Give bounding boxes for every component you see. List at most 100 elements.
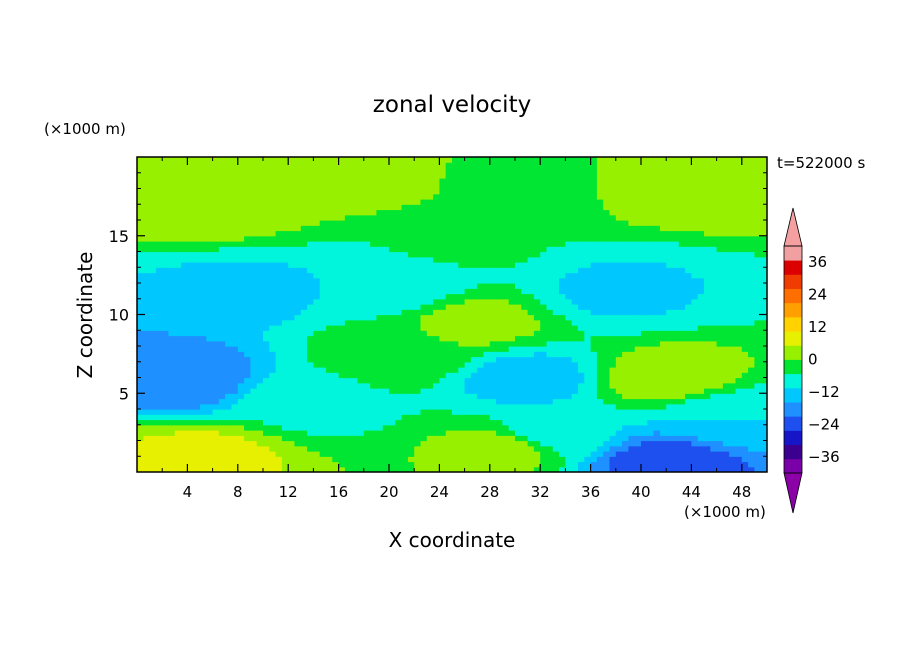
heatmap-cell: [628, 346, 636, 352]
heatmap-cell: [218, 435, 226, 442]
heatmap-cell: [237, 403, 245, 410]
heatmap-cell: [691, 361, 699, 368]
heatmap-cell: [162, 272, 170, 279]
heatmap-cell: [294, 361, 302, 368]
heatmap-cell: [218, 209, 226, 216]
heatmap-cell: [590, 403, 598, 410]
heatmap-cell: [489, 309, 497, 316]
heatmap-cell: [370, 361, 377, 368]
heatmap-cell: [256, 209, 264, 216]
heatmap-cell: [659, 435, 667, 442]
heatmap-cell: [307, 251, 314, 258]
heatmap-cell: [200, 445, 207, 452]
heatmap-cell: [697, 256, 705, 263]
heatmap-cell: [559, 361, 566, 368]
heatmap-cell: [237, 235, 245, 242]
heatmap-cell: [288, 246, 296, 253]
heatmap-cell: [590, 440, 598, 447]
heatmap-cell: [395, 288, 403, 295]
heatmap-cell: [571, 430, 579, 436]
heatmap-cell: [149, 267, 157, 274]
heatmap-cell: [483, 209, 491, 216]
heatmap-cell: [370, 435, 377, 442]
heatmap-cell: [414, 456, 422, 463]
heatmap-cell: [433, 288, 440, 295]
heatmap-cell: [401, 241, 409, 247]
heatmap-cell: [666, 304, 674, 310]
heatmap-cell: [634, 262, 642, 268]
heatmap-cell: [710, 398, 718, 405]
heatmap-cell: [527, 351, 535, 358]
heatmap-cell: [363, 288, 371, 295]
heatmap-cell: [263, 283, 270, 289]
heatmap-cell: [622, 409, 629, 415]
heatmap-cell: [710, 230, 718, 237]
heatmap-cell: [590, 209, 598, 216]
heatmap-cell: [735, 251, 743, 258]
heatmap-cell: [218, 445, 226, 452]
heatmap-cell: [483, 367, 491, 373]
heatmap-cell: [206, 456, 214, 463]
heatmap-cell: [691, 293, 699, 300]
heatmap-cell: [546, 440, 554, 447]
heatmap-cell: [351, 272, 359, 279]
heatmap-cell: [382, 398, 390, 405]
heatmap-cell: [193, 330, 201, 337]
heatmap-cell: [628, 235, 636, 242]
heatmap-cell: [653, 398, 661, 405]
heatmap-cell: [319, 388, 327, 394]
heatmap-cell: [578, 440, 585, 447]
heatmap-cell: [275, 367, 283, 373]
heatmap-cell: [225, 403, 233, 410]
heatmap-cell: [615, 372, 623, 379]
heatmap-cell: [653, 319, 661, 326]
heatmap-cell: [212, 372, 220, 379]
heatmap-cell: [237, 251, 245, 258]
heatmap-cell: [477, 388, 485, 394]
heatmap-cell: [590, 414, 598, 421]
heatmap-cell: [704, 377, 711, 384]
heatmap-cell: [407, 304, 415, 310]
heatmap-cell: [704, 346, 711, 352]
heatmap-cell: [622, 356, 629, 363]
heatmap-cell: [313, 419, 321, 426]
heatmap-cell: [181, 225, 188, 232]
heatmap-cell: [515, 209, 522, 216]
heatmap-cell: [552, 377, 560, 384]
heatmap-cell: [641, 419, 648, 426]
heatmap-cell: [294, 451, 302, 457]
heatmap-cell: [559, 256, 566, 263]
heatmap-cell: [722, 330, 730, 337]
heatmap-cell: [263, 466, 270, 472]
heatmap-cell: [313, 267, 321, 274]
heatmap-cell: [527, 414, 535, 421]
heatmap-cell: [578, 283, 585, 289]
heatmap-cell: [584, 283, 592, 289]
heatmap-cell: [181, 283, 188, 289]
heatmap-cell: [678, 293, 686, 300]
heatmap-cell: [212, 445, 220, 452]
heatmap-cell: [433, 346, 440, 352]
heatmap-cell: [250, 445, 258, 452]
heatmap-cell: [477, 325, 485, 331]
heatmap-cell: [319, 382, 327, 389]
heatmap-cell: [300, 435, 308, 442]
heatmap-cell: [634, 356, 642, 363]
heatmap-cell: [628, 262, 636, 268]
heatmap-cell: [200, 262, 207, 268]
heatmap-cell: [389, 430, 396, 436]
heatmap-cell: [414, 220, 422, 226]
heatmap-cell: [741, 309, 749, 316]
heatmap-cell: [231, 372, 239, 379]
heatmap-cell: [508, 277, 516, 284]
heatmap-cell: [162, 424, 170, 431]
heatmap-cell: [187, 409, 195, 415]
heatmap-cell: [212, 451, 220, 457]
heatmap-cell: [508, 246, 516, 253]
heatmap-cell: [483, 241, 491, 247]
heatmap-cell: [647, 256, 655, 263]
heatmap-cell: [666, 293, 674, 300]
heatmap-cell: [603, 298, 611, 305]
heatmap-cell: [231, 235, 239, 242]
heatmap-cell: [464, 214, 472, 221]
